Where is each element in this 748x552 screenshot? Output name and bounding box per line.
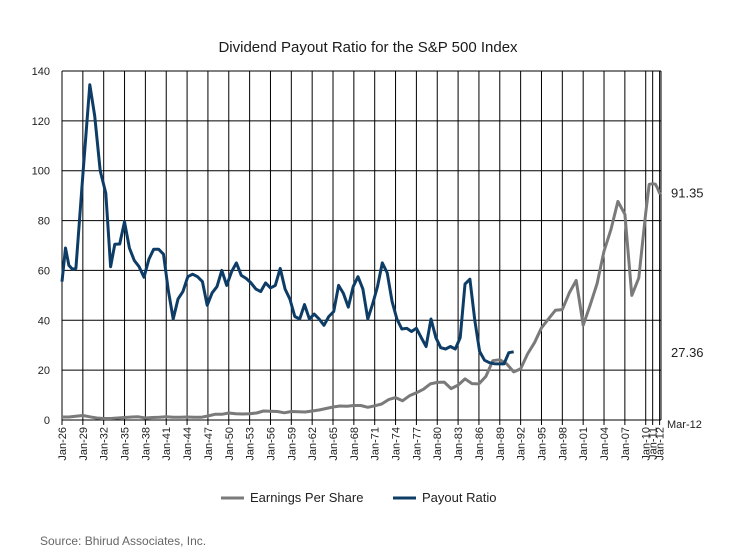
x-tick-label: Jan-04: [599, 427, 611, 461]
x-tick-label: Jan-74: [391, 427, 403, 461]
x-tick-label: Jan-53: [245, 427, 257, 461]
x-tick-label: Jan-29: [78, 427, 90, 461]
x-tick-label: Jan-38: [140, 427, 152, 461]
grid: [61, 70, 662, 421]
x-end-tick-label: Mar-12: [667, 419, 702, 431]
x-tick-label: Jan-71: [370, 427, 382, 461]
x-tick-label: Jan-80: [432, 427, 444, 461]
x-tick-label: Jan-86: [474, 427, 486, 461]
x-tick-label: Jan-11: [648, 427, 660, 460]
y-tick-label: 60: [38, 265, 50, 277]
x-tick-label: Jan-01: [578, 427, 590, 461]
x-tick-label: Jan-98: [557, 427, 569, 461]
end-value-label: 91.35: [671, 185, 704, 200]
source-note: Source: Bhirud Associates, Inc.: [40, 534, 206, 548]
x-tick-label: Jan-65: [328, 427, 340, 461]
x-tick-label: Jan-10: [641, 427, 653, 461]
x-tick-label: Jan-68: [349, 427, 361, 461]
y-tick-label: 120: [32, 116, 50, 128]
x-tick-label: Jan-83: [453, 427, 465, 461]
x-tick-label: Jan-50: [224, 427, 236, 461]
x-tick-label: Jan-95: [536, 427, 548, 461]
y-axis: 0 20 40 60 80 100 120 140: [32, 66, 50, 427]
legend: Earnings Per Share Payout Ratio: [221, 490, 496, 505]
plot-area: [60, 83, 662, 420]
legend-label-earnings: Earnings Per Share: [250, 490, 363, 505]
y-tick-label: 40: [38, 315, 50, 327]
x-tick-label: Jan-77: [411, 427, 423, 461]
series-line-payout-ratio: [60, 83, 514, 366]
x-tick-label: Jan-44: [182, 427, 194, 461]
x-tick-label: Jan-92: [516, 427, 528, 461]
x-tick-label: Jan-62: [307, 427, 319, 461]
end-labels: 91.35 27.36: [671, 185, 704, 360]
x-tick-label: Jan-07: [620, 427, 632, 461]
x-tick-label: Jan-41: [161, 427, 173, 461]
series-line-earnings-per-share: [62, 182, 662, 420]
x-axis: Jan-26 Jan-29 Jan-32 Jan-35 Jan-38 Jan-41 Jan-…: [57, 419, 702, 461]
end-value-label: 27.36: [671, 345, 704, 360]
y-tick-label: 100: [32, 166, 50, 178]
x-tick-label: Jan-47: [203, 427, 215, 461]
x-tick-label: Jan-89: [495, 427, 507, 461]
x-tick-label: Jan-59: [286, 427, 298, 461]
y-tick-label: 80: [38, 216, 50, 228]
y-tick-label: 140: [32, 66, 50, 78]
y-tick-label: 0: [44, 415, 50, 427]
x-tick-label: Jan-56: [265, 427, 277, 461]
x-tick-label: Jan-32: [99, 427, 111, 461]
x-tick-label: Jan-26: [57, 427, 69, 461]
chart-title: Dividend Payout Ratio for the S&P 500 In…: [218, 39, 518, 56]
x-tick-label: Jan-35: [120, 427, 132, 461]
legend-label-payout: Payout Ratio: [422, 490, 496, 505]
x-tick-label: Jan-12: [655, 427, 667, 461]
y-tick-label: 20: [38, 365, 50, 377]
